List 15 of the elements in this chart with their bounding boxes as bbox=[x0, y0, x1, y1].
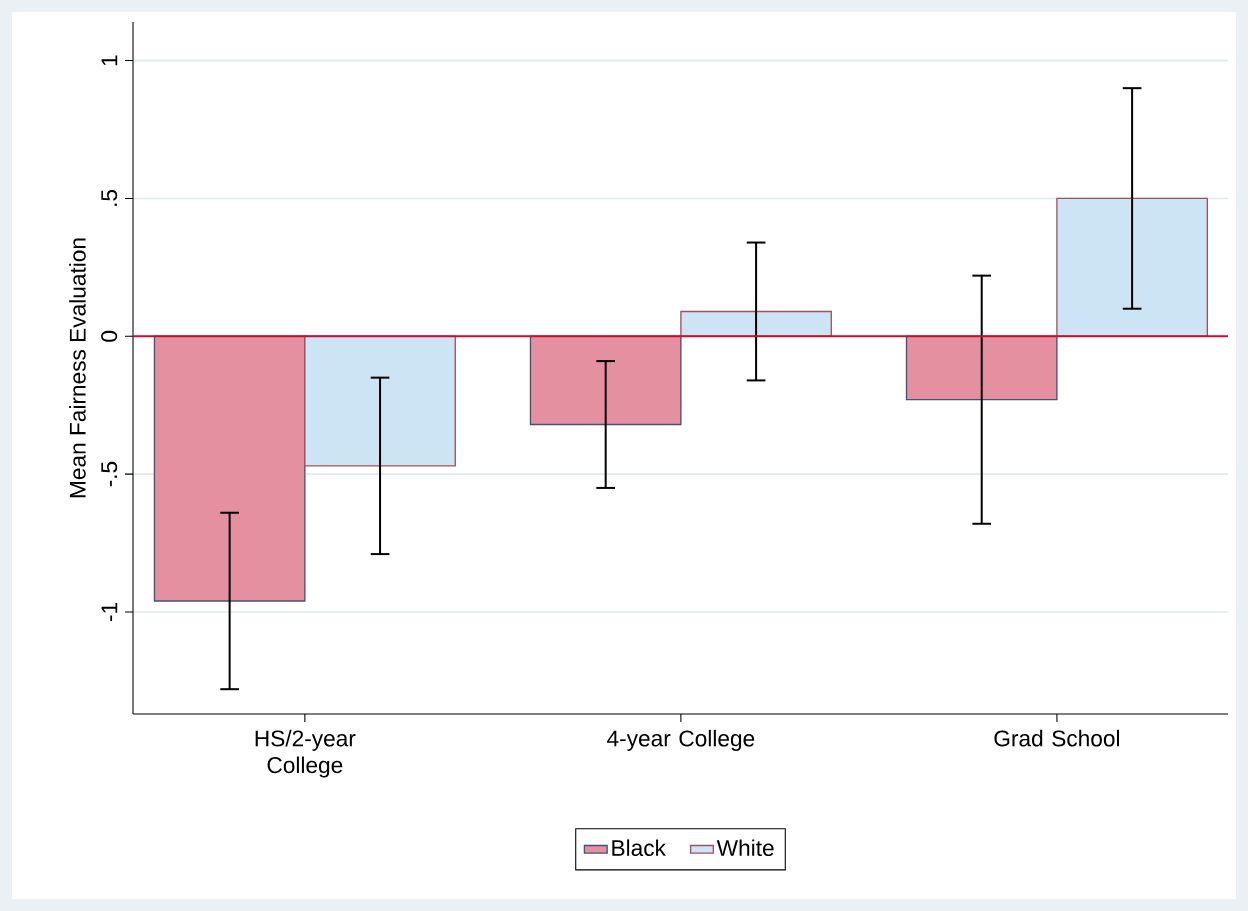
bar bbox=[905, 335, 1058, 401]
bar bbox=[153, 335, 306, 602]
y-tick-label: .5 bbox=[101, 189, 118, 206]
y-tick-label: -1 bbox=[101, 603, 118, 622]
bar bbox=[529, 335, 682, 426]
x-tick-label: Grad School bbox=[994, 729, 1119, 747]
legend-label: Black bbox=[612, 839, 666, 857]
y-tick-label: -.5 bbox=[101, 461, 118, 487]
x-tick-label: 4-year College bbox=[607, 729, 755, 751]
legend-label: White bbox=[716, 839, 774, 857]
y-tick-label: 1 bbox=[101, 55, 118, 66]
bar bbox=[680, 310, 832, 337]
y-axis-title: Mean Fairness Evaluation bbox=[69, 238, 86, 498]
y-tick-label: 0 bbox=[101, 330, 118, 342]
x-tick-label: HS/2-year College bbox=[255, 729, 356, 778]
